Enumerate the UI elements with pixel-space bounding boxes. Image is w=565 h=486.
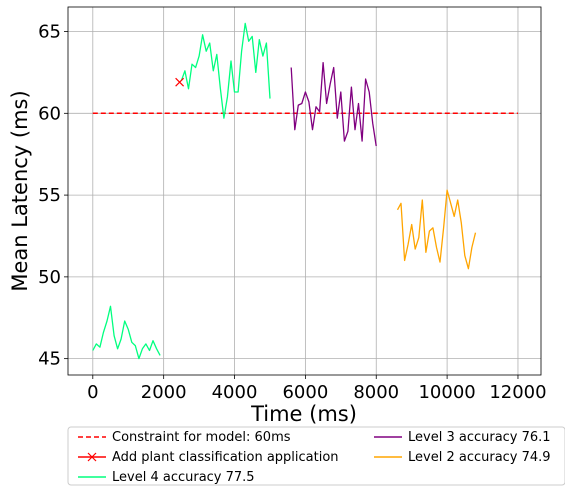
plant-classification-marker: [175, 77, 185, 87]
y-tick-label: 55: [38, 185, 61, 206]
x-tick-label: 12000: [489, 382, 546, 403]
legend-frame: [67, 426, 565, 486]
legend-item: Level 2 accuracy 74.9: [374, 450, 551, 465]
axis-ticks: 0 2000 4000 6000 8000 10000 12000 45 50 55 60 65: [38, 22, 547, 403]
marker-stroke: [175, 77, 185, 87]
legend-label: Level 3 accuracy 76.1: [408, 430, 551, 445]
y-tick-label: 50: [38, 267, 61, 288]
y-tick-label: 65: [38, 22, 61, 43]
series-line: [92, 305, 161, 360]
x-axis-title: Time (ms): [250, 402, 357, 426]
y-tick-label: 45: [38, 349, 61, 370]
legend-item: Add plant classification application: [78, 450, 339, 465]
y-axis-title: Mean Latency (ms): [8, 90, 32, 291]
series-line: [290, 61, 377, 147]
legend-item: Constraint for model: 60ms: [78, 430, 291, 445]
series-line: [180, 22, 271, 119]
legend-label: Constraint for model: 60ms: [112, 430, 291, 445]
legend-label: Level 4 accuracy 77.5: [112, 470, 255, 485]
legend: Constraint for model: 60ms Add plant clas…: [67, 426, 565, 486]
x-tick-label: 6000: [282, 382, 328, 403]
x-tick-label: 4000: [212, 382, 258, 403]
series-line: [396, 189, 477, 270]
plot-background: [68, 7, 541, 375]
x-tick-label: 0: [87, 382, 98, 403]
x-tick-label: 2000: [141, 382, 187, 403]
legend-item: Level 4 accuracy 77.5: [78, 470, 255, 485]
legend-label: Add plant classification application: [112, 450, 339, 465]
x-tick-label: 8000: [353, 382, 399, 403]
legend-marker: [87, 452, 97, 462]
legend-item: Level 3 accuracy 76.1: [374, 430, 551, 445]
plot-frame: [67, 6, 542, 376]
y-tick-label: 60: [38, 103, 61, 124]
series-layer: [92, 22, 518, 360]
x-tick-label: 10000: [418, 382, 475, 403]
legend-label: Level 2 accuracy 74.9: [408, 450, 551, 465]
